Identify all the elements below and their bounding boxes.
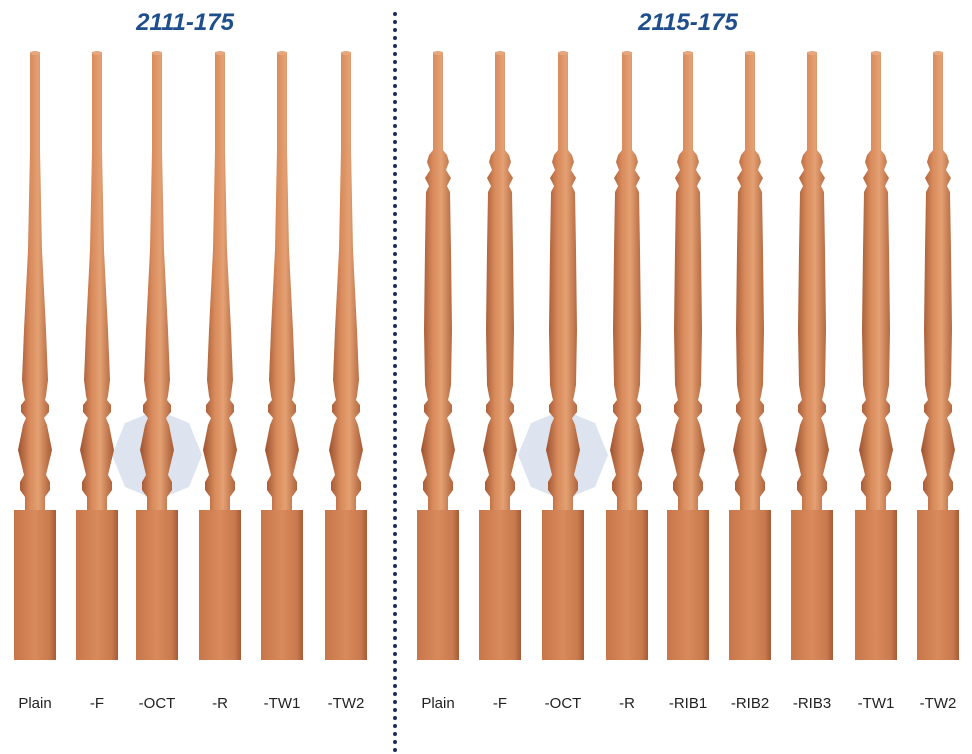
spindle-top — [92, 51, 102, 55]
group-title: 2115-175 — [637, 9, 738, 36]
style-label: -F — [90, 695, 104, 712]
style-label: -TW1 — [858, 695, 895, 712]
spindle — [546, 52, 580, 512]
spindle — [921, 52, 955, 512]
square-base — [542, 510, 584, 660]
style-label: -OCT — [545, 695, 582, 712]
spindle-top — [933, 51, 943, 55]
square-base — [136, 510, 178, 660]
spindle — [140, 52, 174, 512]
spindle-top — [807, 51, 817, 55]
square-base — [417, 510, 459, 660]
spindle — [18, 52, 52, 512]
spindle-top — [745, 51, 755, 55]
spindle-top — [215, 51, 225, 55]
spindle — [733, 52, 767, 512]
balusters: Plain -F -OCT -R -TW1 -TW2 Plain -F -OCT -R -RIB1 -… — [14, 51, 959, 712]
spindle-top — [495, 51, 505, 55]
spindle — [610, 52, 644, 512]
style-label: Plain — [18, 695, 51, 712]
square-base — [14, 510, 56, 660]
square-base — [479, 510, 521, 660]
spindle — [421, 52, 455, 512]
square-base — [855, 510, 897, 660]
square-base — [261, 510, 303, 660]
style-label: Plain — [421, 695, 454, 712]
spindle-top — [341, 51, 351, 55]
style-label: -TW1 — [264, 695, 301, 712]
spindle — [265, 52, 299, 512]
style-label: -F — [493, 695, 507, 712]
style-label: -RIB3 — [793, 695, 831, 712]
square-base — [667, 510, 709, 660]
square-base — [199, 510, 241, 660]
square-base — [729, 510, 771, 660]
group-title: 2111-175 — [135, 9, 235, 36]
spindle — [483, 52, 517, 512]
square-base — [917, 510, 959, 660]
square-base — [325, 510, 367, 660]
style-label: -TW2 — [920, 695, 957, 712]
style-label: -TW2 — [328, 695, 365, 712]
spindle-top — [683, 51, 693, 55]
spindle-top — [622, 51, 632, 55]
spindle-top — [152, 51, 162, 55]
spindle-top — [871, 51, 881, 55]
style-label: -OCT — [139, 695, 176, 712]
spindle-top — [558, 51, 568, 55]
square-base — [791, 510, 833, 660]
style-label: -R — [212, 695, 228, 712]
square-base — [76, 510, 118, 660]
spindle-top — [30, 51, 40, 55]
spindle — [859, 52, 893, 512]
style-label: -RIB2 — [731, 695, 769, 712]
spindle — [329, 52, 363, 512]
square-base — [606, 510, 648, 660]
style-label: -R — [619, 695, 635, 712]
style-label: -RIB1 — [669, 695, 707, 712]
spindle-top — [433, 51, 443, 55]
spindle — [671, 52, 705, 512]
spindle-top — [277, 51, 287, 55]
spindle — [80, 52, 114, 512]
spindle — [795, 52, 829, 512]
spindle — [203, 52, 237, 512]
